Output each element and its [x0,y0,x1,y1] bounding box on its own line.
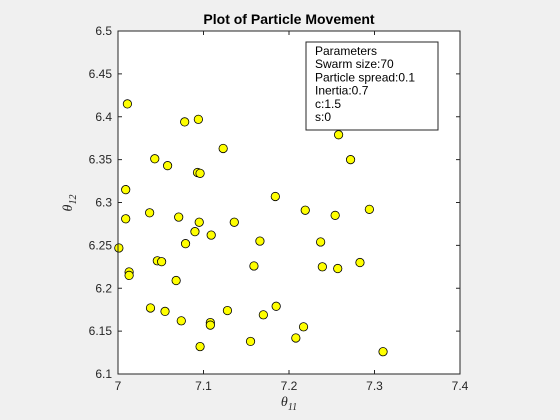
data-point [124,270,134,280]
data-point [255,236,265,246]
data-point [291,333,301,343]
y-tick-label: 6.15 [89,324,113,338]
data-point [171,275,181,286]
legend-line: Swarm size:70 [315,57,394,71]
data-point [162,161,173,171]
y-tick-label: 6.3 [95,196,112,210]
axes-box [117,30,461,375]
data-point [180,239,191,249]
data-point [121,214,131,224]
x-axis-label-base: θ [281,395,288,410]
x-tick-label: 7.1 [195,379,212,393]
legend-line: Parameters [315,44,377,58]
data-point [160,306,170,317]
data-point [249,261,259,271]
data-point [206,230,216,240]
y-tick-label: 6.25 [89,238,113,252]
data-point [317,262,327,272]
data-points [114,77,388,357]
y-tick-label: 6.5 [95,24,112,38]
y-tick-label: 6.1 [95,367,112,381]
x-axis-label-sub: 11 [288,402,297,413]
data-point [218,143,228,154]
data-point [157,257,167,267]
legend-box [305,41,439,131]
data-point [195,341,205,352]
y-tick-label: 6.4 [95,110,112,124]
data-point [364,204,374,214]
data-point [355,257,365,268]
data-point [190,227,200,237]
data-point [195,168,205,178]
data-point [150,154,160,164]
data-point [145,303,156,313]
legend-line: c:1.5 [315,97,341,111]
y-axis-label-base: θ [61,204,76,211]
x-axis-label: θ11 [281,395,297,413]
legend-line: s:0 [315,110,331,124]
data-point [145,208,155,218]
data-point [180,117,190,127]
x-tick-label: 7.2 [281,379,298,393]
data-point [229,217,239,227]
y-tick-label: 6.45 [89,67,113,81]
data-point [122,99,133,109]
data-point [378,347,388,357]
y-tick-label: 6.35 [89,153,113,167]
ticks: 7 7.1 7.2 7.3 7.4 6.1 6.15 6.2 6.25 6.3 6.35 6.4 6.4… [89,24,469,393]
data-point [205,320,215,330]
data-point [298,322,309,332]
x-tick-label: 7.4 [452,379,469,393]
x-tick-label: 7 [115,379,122,393]
y-axis-label: θ12 [61,195,79,212]
data-point [176,316,186,326]
data-point [270,191,280,202]
data-point [194,217,204,227]
data-point [345,155,356,165]
data-point [114,243,124,253]
data-point [258,310,268,320]
legend-line: Particle spread:0.1 [315,70,415,84]
data-point [316,237,326,247]
data-point [300,205,310,215]
data-point [193,114,203,124]
data-point [333,130,344,140]
data-point [245,336,256,347]
data-point [174,212,184,222]
y-tick-label: 6.2 [95,281,112,295]
data-point [333,263,343,274]
data-point [330,210,340,220]
data-point [222,305,233,316]
x-tick-label: 7.3 [366,379,383,393]
data-point [271,301,281,311]
legend-line: Inertia:0.7 [315,84,369,98]
y-axis-label-sub: 12 [68,195,79,205]
chart-title: Plot of Particle Movement [203,11,374,27]
data-point [121,185,131,195]
